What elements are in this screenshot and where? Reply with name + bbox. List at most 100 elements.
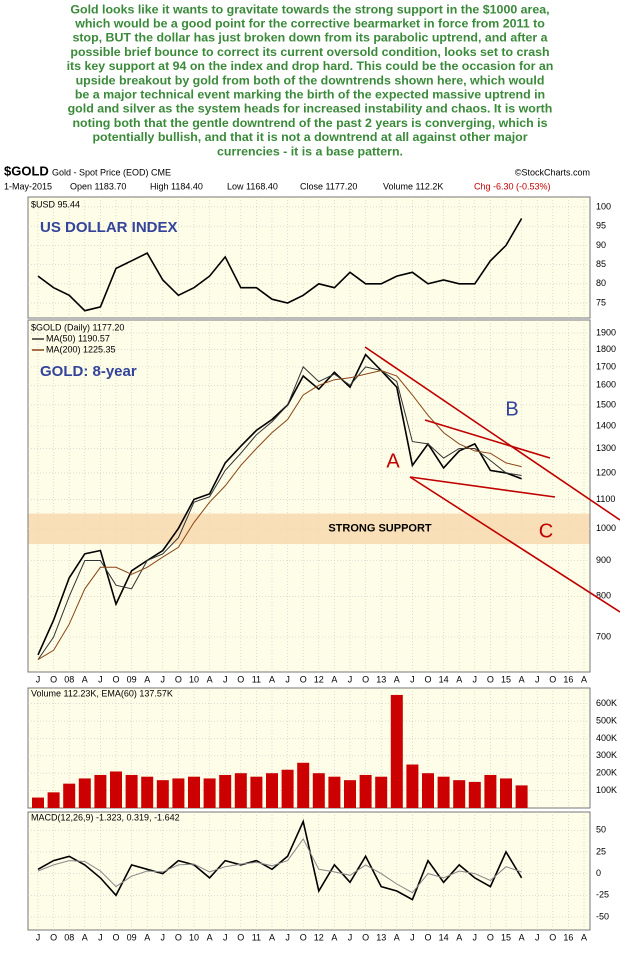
y-tick-label: 200K	[596, 768, 617, 778]
y-tick-label: 50	[596, 825, 606, 835]
x-tick-label: O	[50, 674, 57, 684]
commentary-line: currencies - it is a base pattern.	[217, 144, 403, 158]
low: Low 1168.40	[227, 181, 278, 191]
y-tick-label: 1600	[596, 380, 616, 390]
y-tick-label: 1200	[596, 467, 616, 477]
volume-bar	[406, 764, 419, 808]
volume-bar	[375, 776, 388, 808]
x-tick-label: A	[207, 932, 213, 942]
volume-bar	[390, 694, 403, 808]
x-tick-label: O	[237, 932, 244, 942]
volume-bar	[47, 792, 60, 808]
commentary-line: gold and silver as the system heads for …	[68, 102, 553, 116]
x-tick-label: O	[300, 932, 307, 942]
y-tick-label: 1900	[596, 327, 616, 337]
y-tick-label: 25	[596, 846, 606, 856]
legend-label: MACD(12,26,9) -1.323, 0.319, -1.642	[31, 812, 180, 822]
volume-bar	[359, 774, 372, 808]
volume-bar	[219, 774, 232, 808]
x-tick-label: J	[473, 932, 478, 942]
y-tick-label: 600K	[596, 698, 617, 708]
volume-bar	[344, 780, 356, 808]
volume-bar	[328, 776, 341, 808]
open: Open 1183.70	[70, 181, 126, 191]
x-tick-label: O	[487, 932, 494, 942]
commentary-line: possible brief bounce to correct its cur…	[70, 45, 549, 59]
usd-panel	[27, 196, 591, 319]
commentary-line: its key support at 94 on the index and d…	[67, 59, 554, 73]
x-tick-label: 13	[376, 674, 386, 684]
volume-bar	[515, 785, 528, 808]
volume: Volume 112.2K	[383, 181, 443, 191]
x-tick-label: J	[36, 674, 41, 684]
x-tick-label: 11	[252, 932, 261, 942]
x-tick-label: 16	[563, 932, 573, 942]
gold-panel	[27, 319, 591, 673]
x-tick-label: A	[456, 674, 462, 684]
x-tick-label: J	[535, 932, 540, 942]
x-tick-label: O	[549, 932, 556, 942]
x-tick-label: J	[473, 674, 478, 684]
y-tick-label: 90	[596, 240, 606, 250]
symbol: $GOLD	[4, 163, 49, 178]
commentary-line: Gold looks like it wants to gravitate to…	[70, 2, 549, 16]
high: High 1184.40	[150, 181, 203, 191]
x-tick-label: A	[331, 674, 337, 684]
volume-bar	[203, 778, 216, 808]
x-tick-label: A	[82, 932, 88, 942]
y-tick-label: 1300	[596, 443, 616, 453]
x-tick-label: J	[285, 932, 290, 942]
volume-bar	[437, 776, 450, 808]
volume-bar	[453, 780, 466, 808]
series-line	[37, 366, 522, 660]
trend-label: A	[386, 450, 400, 472]
y-tick-label: 1000	[596, 523, 616, 533]
x-tick-label: O	[424, 932, 431, 942]
x-tick-label: O	[362, 674, 369, 684]
x-tick-label: J	[98, 932, 103, 942]
y-tick-label: 80	[596, 278, 606, 288]
macd-panel	[27, 811, 591, 931]
source: ©StockCharts.com	[515, 167, 590, 177]
series-line	[37, 369, 522, 661]
trend-label: B	[505, 398, 518, 420]
x-tick-label: 16	[563, 674, 573, 684]
x-tick-label: A	[82, 674, 88, 684]
x-tick-label: A	[519, 932, 525, 942]
y-tick-label: -50	[596, 911, 609, 921]
y-tick-label: 0	[596, 868, 601, 878]
x-tick-label: A	[207, 674, 213, 684]
x-tick-label: J	[348, 932, 353, 942]
x-tick-label: A	[394, 674, 400, 684]
x-tick-label: A	[269, 674, 275, 684]
volume-bar	[125, 774, 138, 808]
y-tick-label: 800	[596, 591, 611, 601]
y-tick-label: 85	[596, 259, 606, 269]
x-tick-label: 08	[64, 674, 74, 684]
x-tick-label: 15	[501, 674, 511, 684]
commentary-line: stop, BUT the dollar has just broken dow…	[72, 31, 547, 45]
x-tick-label: A	[519, 674, 525, 684]
volume-bar	[63, 783, 76, 808]
volume-bar	[266, 773, 278, 808]
x-tick-label: 14	[439, 674, 449, 684]
x-tick-label: J	[410, 932, 415, 942]
x-tick-label: J	[161, 932, 166, 942]
y-tick-label: 1400	[596, 420, 616, 430]
trendline	[409, 476, 556, 498]
commentary-line: potentially bullish, and that it is not …	[92, 130, 527, 144]
volume-bar	[500, 778, 512, 808]
change: Chg -6.30 (-0.53%)	[474, 181, 551, 191]
y-tick-label: 1800	[596, 344, 616, 354]
y-tick-label: 900	[596, 555, 611, 565]
x-tick-label: J	[535, 674, 540, 684]
x-tick-label: 09	[127, 674, 137, 684]
x-tick-label: A	[144, 674, 150, 684]
x-tick-label: O	[362, 932, 369, 942]
x-tick-label: O	[112, 932, 119, 942]
y-tick-label: 400K	[596, 733, 617, 743]
annotation: GOLD: 8-year	[40, 363, 137, 380]
commentary-line: noting both that the gentle downtrend of…	[72, 116, 547, 130]
volume-bar	[110, 771, 122, 808]
